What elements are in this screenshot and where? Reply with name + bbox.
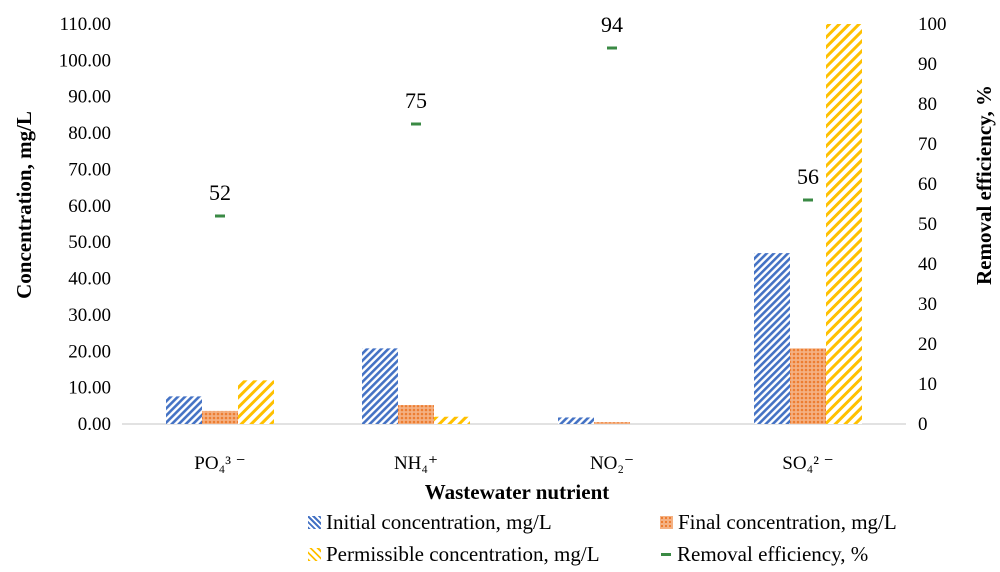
bar-initial-concentration-2 xyxy=(558,417,594,424)
y2-tick-label-3: 30 xyxy=(918,294,937,315)
bar-initial-concentration-1 xyxy=(362,348,398,424)
legend-label-initial: Initial concentration, mg/L xyxy=(326,510,552,534)
legend-label-permissible: Permissible concentration, mg/L xyxy=(326,542,600,566)
category-labels: PO₄³ ⁻ NH₄⁺ NO₂⁻ SO₄² ⁻ xyxy=(194,453,833,474)
y-tick-label-9: 90.00 xyxy=(68,87,111,108)
x-tick-label-2: NO₂⁻ xyxy=(590,453,634,474)
y2-tick-label-7: 70 xyxy=(918,134,937,155)
legend-item-removal: Removal efficiency, % xyxy=(661,542,868,567)
y2-tick-label-4: 40 xyxy=(918,254,937,275)
left-axis-ticks: 0.00 10.00 20.00 30.00 40.00 50.00 60.00 70.00 8… xyxy=(59,14,111,435)
y-tick-label-0: 0.00 xyxy=(78,414,111,435)
bars xyxy=(166,24,862,424)
bar-final-concentration-0 xyxy=(202,410,238,424)
legend-swatch-initial xyxy=(308,516,321,529)
bar-initial-concentration-0 xyxy=(166,396,202,424)
y2-tick-label-8: 80 xyxy=(918,94,937,115)
efficiency-label-2: 94 xyxy=(601,12,623,37)
efficiency-marker-3 xyxy=(803,198,813,202)
y-axis-title: Concentration, mg/L xyxy=(12,111,36,299)
x-axis-title: Wastewater nutrient xyxy=(425,480,610,504)
right-axis-ticks: 0 10 20 30 40 50 60 70 80 90 100 xyxy=(918,14,947,435)
y-tick-label-3: 30.00 xyxy=(68,305,111,326)
y2-tick-label-6: 60 xyxy=(918,174,937,195)
bar-permissible-concentration-3 xyxy=(826,24,862,424)
efficiency-label-1: 75 xyxy=(405,88,427,113)
legend-item-final: Final concentration, mg/L xyxy=(660,510,897,535)
efficiency-marker-0 xyxy=(215,214,225,218)
y2-axis-title: Removal efficiency, % xyxy=(972,85,996,285)
efficiency-marker-1 xyxy=(411,122,421,126)
legend-item-initial: Initial concentration, mg/L xyxy=(308,510,552,535)
efficiency-marker-2 xyxy=(607,46,617,50)
y-tick-label-11: 110.00 xyxy=(59,14,111,35)
y-tick-label-2: 20.00 xyxy=(68,341,111,362)
bar-final-concentration-2 xyxy=(594,422,630,424)
legend-swatch-permissible xyxy=(308,548,321,561)
efficiency-label-0: 52 xyxy=(209,180,231,205)
y-tick-label-8: 80.00 xyxy=(68,123,111,144)
removal-efficiency-markers: 52 75 94 56 xyxy=(209,12,819,218)
legend-label-final: Final concentration, mg/L xyxy=(678,510,897,534)
bar-final-concentration-1 xyxy=(398,405,434,424)
legend-label-removal: Removal efficiency, % xyxy=(677,542,869,566)
y-tick-label-5: 50.00 xyxy=(68,232,111,253)
efficiency-label-3: 56 xyxy=(797,164,819,189)
bar-initial-concentration-3 xyxy=(754,253,790,424)
bar-permissible-concentration-0 xyxy=(238,380,274,424)
legend-marker-removal xyxy=(661,553,671,556)
y-tick-label-6: 60.00 xyxy=(68,196,111,217)
bar-permissible-concentration-1 xyxy=(434,416,470,424)
y2-tick-label-5: 50 xyxy=(918,214,937,235)
y2-tick-label-10: 100 xyxy=(918,14,947,35)
x-tick-label-0: PO₄³ ⁻ xyxy=(194,453,245,474)
y2-tick-label-1: 10 xyxy=(918,374,937,395)
y2-tick-label-0: 0 xyxy=(918,414,928,435)
legend-swatch-final xyxy=(660,516,673,529)
y-tick-label-10: 100.00 xyxy=(59,50,111,71)
y2-tick-label-9: 90 xyxy=(918,54,937,75)
y2-tick-label-2: 20 xyxy=(918,334,937,355)
legend-item-permissible: Permissible concentration, mg/L xyxy=(308,542,600,567)
x-tick-label-1: NH₄⁺ xyxy=(394,453,438,474)
y-tick-label-4: 40.00 xyxy=(68,269,111,290)
bar-final-concentration-3 xyxy=(790,348,826,424)
y-tick-label-7: 70.00 xyxy=(68,159,111,180)
y-tick-label-1: 10.00 xyxy=(68,378,111,399)
x-tick-label-3: SO₄² ⁻ xyxy=(782,453,833,474)
